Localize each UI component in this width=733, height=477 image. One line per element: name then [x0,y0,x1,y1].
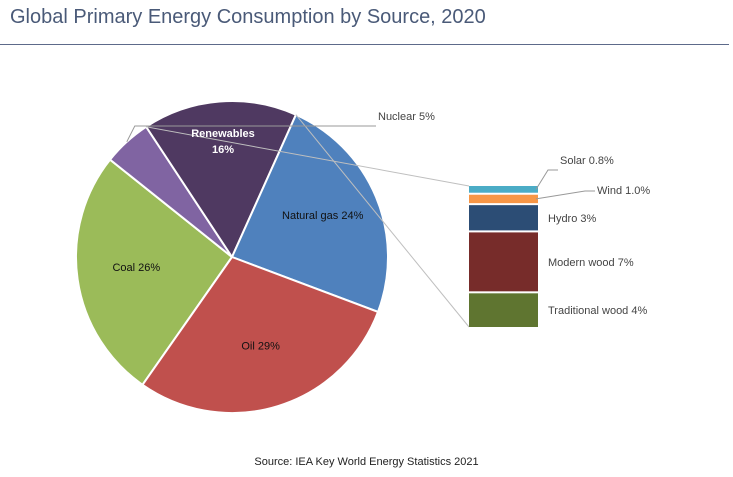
pie-label-natural-gas: Natural gas 24% [282,210,364,222]
pie-label-coal: Coal 26% [112,262,160,274]
bar-label-wind: Wind 1.0% [597,185,650,197]
title-divider [0,44,729,45]
nuclear-leader-line [126,125,376,143]
bar-segment-wind [469,194,538,204]
pie-label-renewables-value: 16% [212,144,234,156]
bar-label-modern-wood: Modern wood 7% [548,257,634,269]
bar-segment-hydro [469,205,538,231]
bar-segment-solar [469,186,538,193]
bar-label-hydro: Hydro 3% [548,213,597,225]
pie-slice-oil [141,255,380,414]
bar-segment-modern-wood [469,232,538,292]
bar-label-solar: Solar 0.8% [560,155,614,167]
bar-label-traditional-wood: Traditional wood 4% [548,305,647,317]
chart-title: Global Primary Energy Consumption by Sou… [10,6,486,28]
pie-label-nuclear: Nuclear 5% [378,111,435,123]
chart-source: Source: IEA Key World Energy Statistics … [254,456,479,468]
pie-slice-coal [75,158,234,387]
bar-segment-traditional-wood [469,293,538,327]
solar-leader-line [535,169,558,190]
pie-label-oil: Oil 29% [241,340,280,352]
pie-label-renewables: Renewables [191,128,255,140]
wind-leader-line [535,190,595,200]
connector-line-bottom [295,114,470,328]
pie-slice-renewables [144,100,298,260]
connector-line-top [146,126,470,187]
